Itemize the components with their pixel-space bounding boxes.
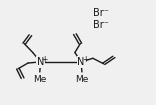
Text: Br⁻: Br⁻ — [93, 20, 109, 30]
Text: Br⁻: Br⁻ — [93, 8, 109, 18]
Text: +: + — [41, 55, 48, 64]
Text: N: N — [77, 57, 85, 67]
Text: N: N — [37, 57, 44, 67]
Text: Me: Me — [33, 75, 46, 84]
Text: +: + — [82, 55, 88, 64]
Text: Me: Me — [75, 75, 89, 84]
